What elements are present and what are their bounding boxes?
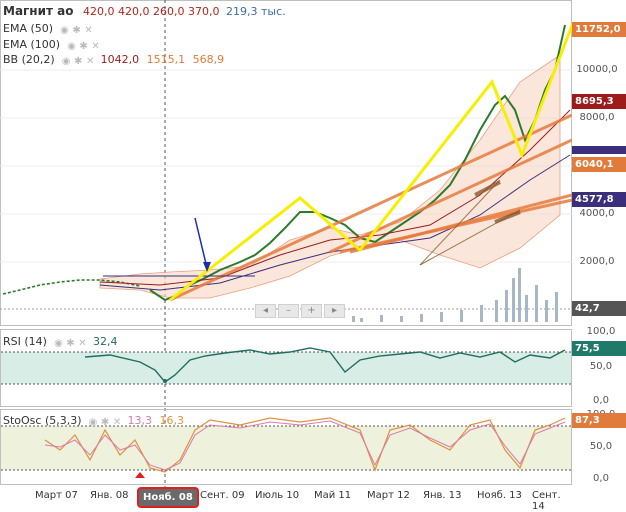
bb-lower-tag: 6040,1 xyxy=(572,157,626,172)
stoch-label: StoOsc (5,3,3) xyxy=(3,414,82,427)
stoch-pane[interactable] xyxy=(0,409,572,485)
open-value: 420,0 xyxy=(82,5,115,18)
zoom-in-button[interactable]: + xyxy=(301,304,322,318)
tick-8000: 8000,0 xyxy=(579,112,615,123)
x-label: Март 07 xyxy=(35,490,78,501)
ema100-tag-partial xyxy=(572,146,626,154)
x-label: Март 12 xyxy=(367,490,410,501)
rsi-pane[interactable] xyxy=(0,329,572,407)
gear-icon[interactable]: ✱ xyxy=(72,24,81,36)
chart-navigator[interactable]: ◂ – + ▸ xyxy=(255,304,345,318)
close-icon[interactable]: ✕ xyxy=(85,55,95,67)
x-label: Нояб. 13 xyxy=(477,490,522,501)
bb-middle-value: 1042,0 xyxy=(100,53,140,66)
eye-icon[interactable]: ◉ xyxy=(54,337,63,349)
time-axis[interactable]: Март 07 Янв. 08 Нояб. 08 Сент. 09 Июль 1… xyxy=(0,487,572,512)
eye-icon[interactable]: ◉ xyxy=(67,40,76,52)
legend-controls: ◉ ✱ ✕ xyxy=(60,23,96,36)
x-label: Янв. 08 xyxy=(90,490,129,501)
ema100-tag: 4577,8 xyxy=(572,192,626,207)
stoch-k-value: 13,3 xyxy=(127,414,153,427)
scroll-left-button[interactable]: ◂ xyxy=(255,304,276,318)
x-label: Сент. 09 xyxy=(200,490,245,501)
close-icon[interactable]: ✕ xyxy=(84,24,93,36)
zoom-out-button[interactable]: – xyxy=(278,304,299,318)
rsi-tick-50: 50,0 xyxy=(589,361,613,372)
close-icon[interactable]: ✕ xyxy=(78,337,87,349)
scroll-right-button[interactable]: ▸ xyxy=(324,304,345,318)
eye-icon[interactable]: ◉ xyxy=(61,55,71,67)
gear-icon[interactable]: ✱ xyxy=(100,416,110,428)
rsi-legend[interactable]: RSI (14) ◉ ✱ ✕ 32,4 xyxy=(3,335,117,349)
legend-controls: ◉ ✱ ✕ xyxy=(88,415,124,428)
close-icon[interactable]: ✕ xyxy=(91,40,100,52)
ema50-label: EMA (50) xyxy=(3,22,54,35)
stoch-tick-0: 0,0 xyxy=(593,473,609,484)
ema100-legend[interactable]: EMA (100) ◉ ✱ ✕ xyxy=(3,38,103,52)
tick-10000: 10000,0 xyxy=(576,64,618,75)
x-label: Июль 10 xyxy=(255,490,300,501)
x-label: Май 11 xyxy=(314,490,352,501)
legend-controls: ◉ ✱ ✕ xyxy=(61,54,97,67)
x-label: Янв. 13 xyxy=(423,490,462,501)
bb-lower-value: 568,9 xyxy=(192,53,225,66)
ema50-legend[interactable]: EMA (50) ◉ ✱ ✕ xyxy=(3,22,96,36)
x-label-highlighted: Нояб. 08 xyxy=(137,487,199,508)
bb-legend[interactable]: BB (20,2) ◉ ✱ ✕ 1042,0 1515,1 568,9 xyxy=(3,53,224,67)
rsi-tag: 75,5 xyxy=(572,341,626,356)
stoch-tag: 87,3 xyxy=(572,413,626,428)
bb-upper-value: 1515,1 xyxy=(146,53,186,66)
chart-header: Магнит ао 420,0 420,0 260,0 370,0 219,3 … xyxy=(3,4,286,18)
x-label: Сент. 14 xyxy=(532,490,561,512)
close-icon[interactable]: ✕ xyxy=(112,416,122,428)
tick-2000: 2000,0 xyxy=(579,256,615,267)
legend-controls: ◉ ✱ ✕ xyxy=(67,39,103,52)
stoch-tick-50: 50,0 xyxy=(589,441,613,452)
high-value: 420,0 xyxy=(117,5,150,18)
eye-icon[interactable]: ◉ xyxy=(60,24,69,36)
gear-icon[interactable]: ✱ xyxy=(79,40,88,52)
rsi-tick-0: 0,0 xyxy=(593,395,609,406)
volume-value: 219,3 тыс. xyxy=(225,5,286,18)
ticker-name: Магнит ао xyxy=(3,4,74,18)
tick-4000: 4000,0 xyxy=(579,208,615,219)
volume-tag: 42,7 xyxy=(572,301,626,316)
low-value: 260,0 xyxy=(152,5,185,18)
ema100-label: EMA (100) xyxy=(3,38,61,51)
last-price-tag: 11752,0 xyxy=(572,22,626,37)
gear-icon[interactable]: ✱ xyxy=(73,55,83,67)
close-value: 370,0 xyxy=(187,5,220,18)
ema-tag: 8695,3 xyxy=(572,94,626,109)
stoch-d-value: 16,3 xyxy=(159,414,185,427)
rsi-label: RSI (14) xyxy=(3,335,47,348)
rsi-value: 32,4 xyxy=(92,335,118,348)
eye-icon[interactable]: ◉ xyxy=(88,416,98,428)
scale-top-label: 100,0 xyxy=(586,326,616,337)
legend-controls: ◉ ✱ ✕ xyxy=(53,336,89,349)
bb-label: BB (20,2) xyxy=(3,53,55,66)
stoch-legend[interactable]: StoOsc (5,3,3) ◉ ✱ ✕ 13,3 16,3 xyxy=(3,414,184,428)
gear-icon[interactable]: ✱ xyxy=(66,337,75,349)
